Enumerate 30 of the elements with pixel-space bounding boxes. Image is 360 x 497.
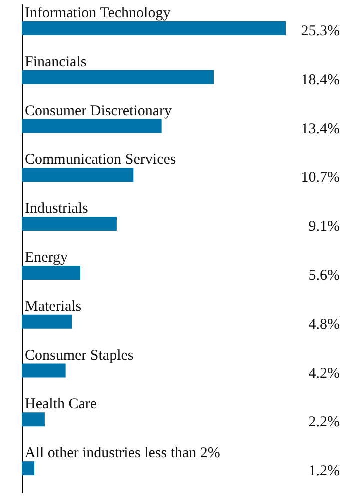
y-tick-label: All other industries less than 2% <box>25 446 220 462</box>
data-label: 10.7% <box>301 170 340 186</box>
y-tick-label: Materials <box>25 298 82 315</box>
bar <box>22 462 35 476</box>
y-tick-label: Consumer Discretionary <box>25 103 173 120</box>
data-label: 4.2% <box>308 366 340 382</box>
data-label: 18.4% <box>301 72 340 88</box>
y-tick-label: Energy <box>25 250 69 266</box>
y-tick-label: Consumer Staples <box>25 348 134 364</box>
y-tick-label: Communication Services <box>25 152 176 168</box>
bar <box>22 266 80 280</box>
y-tick-label: Health Care <box>25 396 98 413</box>
bar <box>22 364 66 378</box>
bar <box>22 119 162 134</box>
data-label: 13.4% <box>301 121 340 138</box>
y-tick-label: Industrials <box>25 201 88 218</box>
data-label: 2.2% <box>308 414 340 431</box>
bar <box>22 217 117 232</box>
y-tick-label: Information Technology <box>25 5 172 22</box>
bar <box>22 70 214 84</box>
data-label: 1.2% <box>308 464 340 480</box>
data-label: 5.6% <box>308 268 340 284</box>
y-tick-label: Financials <box>25 54 87 70</box>
bar <box>22 412 45 427</box>
data-label: 4.8% <box>308 316 340 333</box>
bar <box>22 168 134 182</box>
bar <box>22 21 286 36</box>
data-label: 25.3% <box>301 23 340 40</box>
data-label: 9.1% <box>308 219 340 236</box>
bar <box>22 314 72 329</box>
